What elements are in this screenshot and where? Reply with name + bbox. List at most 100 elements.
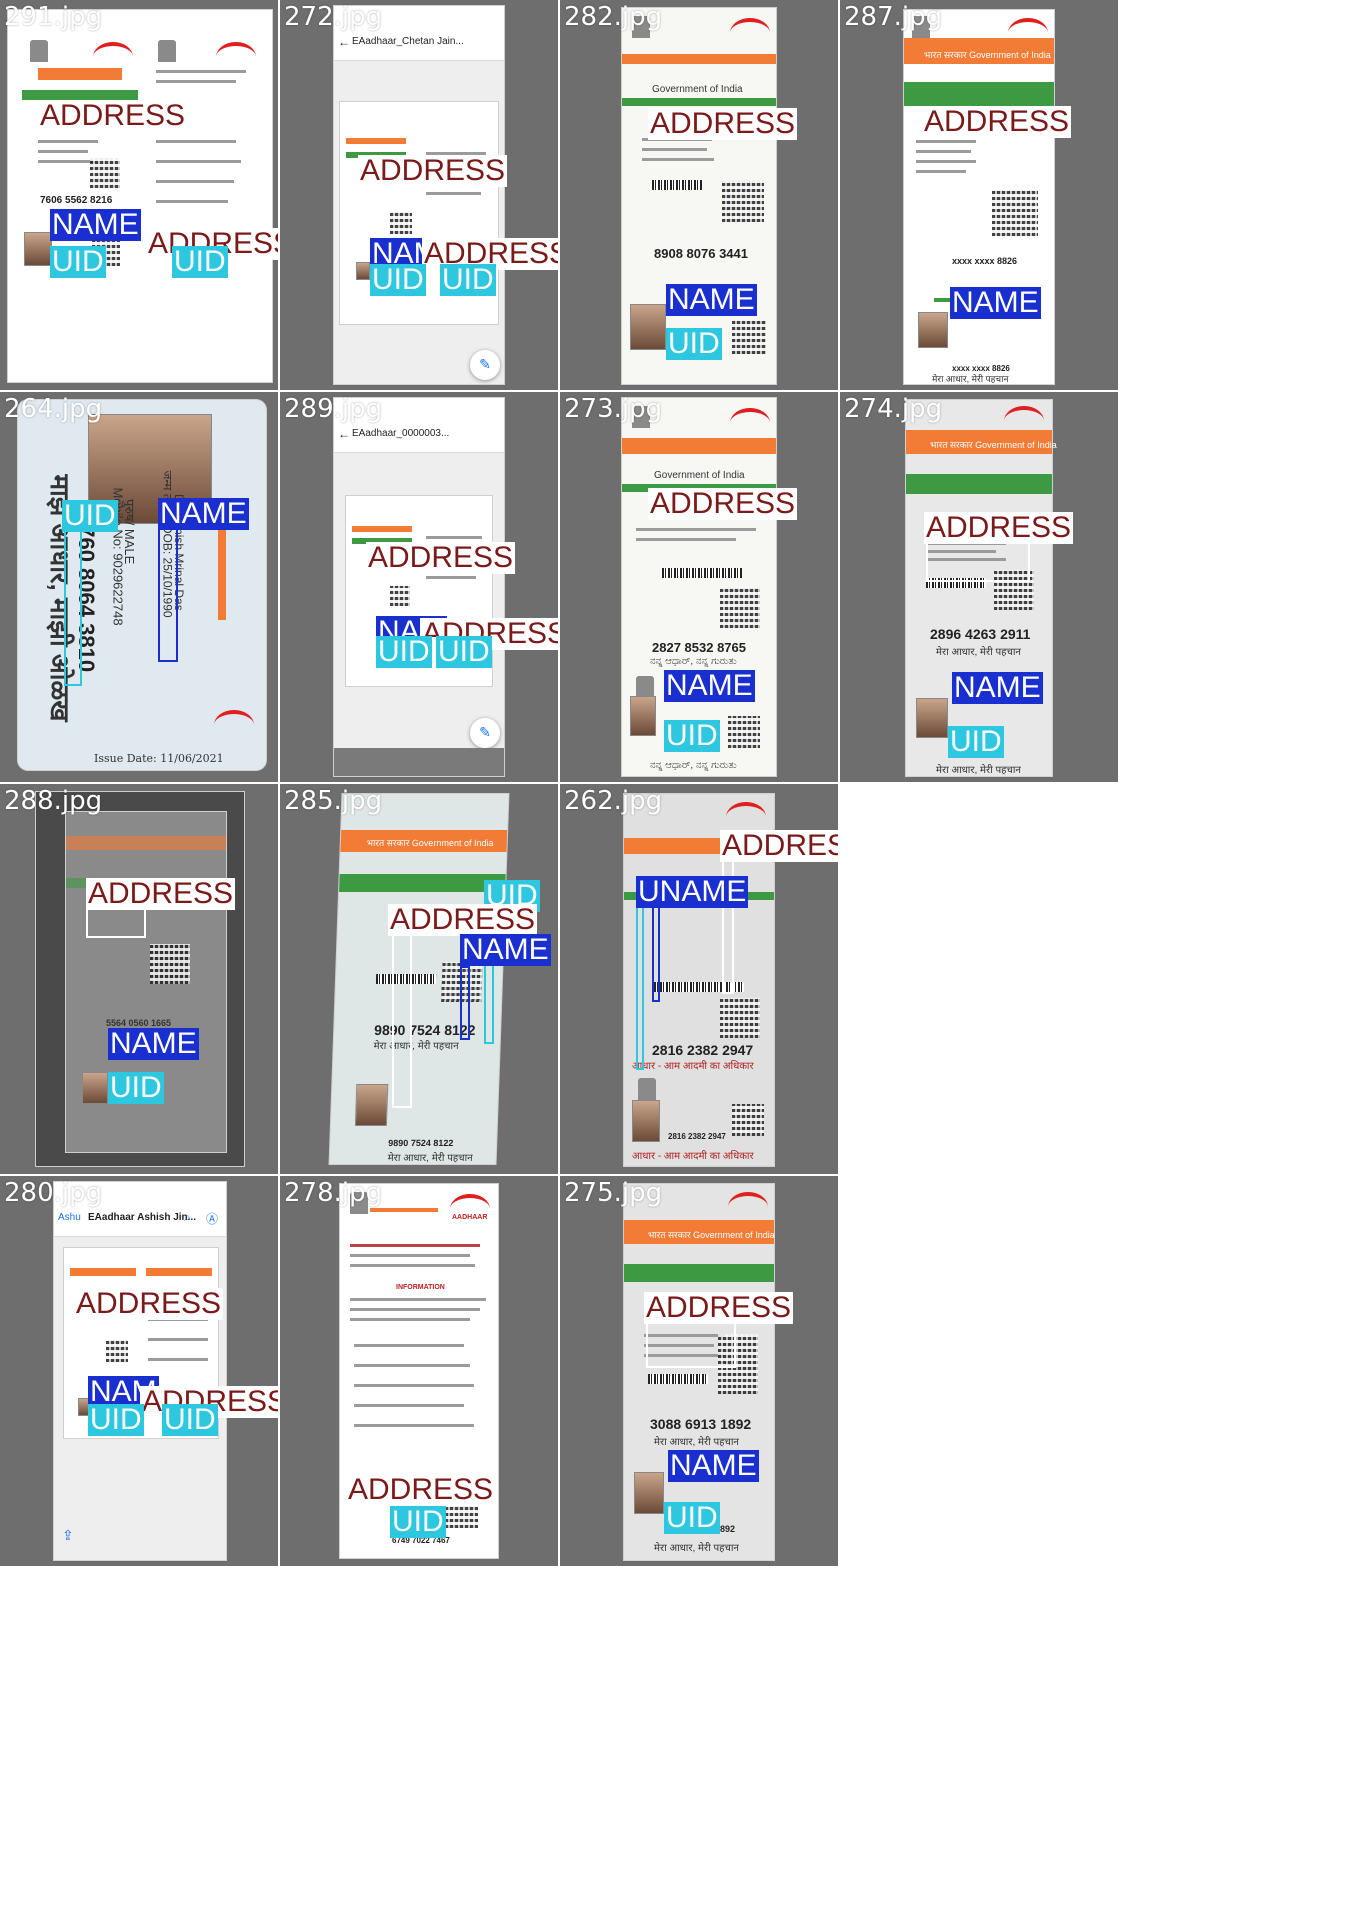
edit-fab[interactable]: ✎	[470, 350, 500, 380]
tile-264[interactable]: माझे आधार, माझी ओळख 9760 8064 3810 Mobil…	[0, 392, 278, 782]
barcode	[652, 180, 702, 190]
tile-280[interactable]: Ashu EAadhaar Ashish Jin... ⌕ Ⓐ ⇪ 280.jpg A…	[0, 1176, 278, 1566]
tile-285[interactable]: भारत सरकार Government of India 9890 7524…	[280, 784, 558, 1174]
barcode	[648, 1374, 708, 1384]
text-line	[644, 1334, 724, 1337]
text-line	[916, 170, 966, 173]
uid-label: UID	[50, 245, 106, 278]
back-icon[interactable]: ←	[338, 427, 350, 441]
name-box	[158, 528, 178, 662]
qr-code	[732, 1104, 764, 1136]
address-label: ADDRESS	[922, 105, 1072, 138]
green-band	[622, 98, 776, 106]
uid-label: UID	[162, 1403, 218, 1436]
phone-screen: ← EAadhaar_Chetan Jain... ✎	[334, 6, 504, 384]
barcode	[654, 982, 744, 992]
text-line	[350, 1318, 470, 1321]
address-label: ADDRESS	[644, 1291, 794, 1324]
share-icon[interactable]: ⇪	[62, 1528, 74, 1544]
aadhaar-logo-icon	[1008, 18, 1048, 48]
app-title: EAadhaar Ashish Jin...	[88, 1212, 196, 1223]
uid-number: 2816 2382 2947	[652, 1042, 754, 1058]
name-label: NAME	[950, 286, 1041, 319]
tile-278[interactable]: AADHAAR INFORMATION 6749 7022 7467 278.j…	[280, 1176, 558, 1566]
emblem-icon	[638, 1078, 656, 1100]
tile-274[interactable]: भारत सरकार Government of India 2896 4263…	[840, 392, 1118, 782]
gender: पुरुष/ MALE	[122, 499, 137, 565]
address-label: ADDRESS	[648, 487, 798, 520]
address-label: ADDRESS	[358, 154, 508, 187]
annotate-icon[interactable]: Ⓐ	[206, 1212, 219, 1226]
document: भारत सरकार Government of India 3088 6913…	[624, 1184, 775, 1560]
text-line	[148, 1358, 208, 1361]
saffron-band	[66, 836, 226, 850]
uid-number: 2896 4263 2911	[930, 626, 1031, 642]
uid-number: 5564 0560 1665	[106, 1018, 172, 1028]
text-line	[644, 1354, 724, 1357]
uid-label: UID	[664, 719, 720, 752]
qr-code	[994, 570, 1034, 610]
name-box	[460, 966, 470, 1040]
text-line	[156, 180, 234, 183]
aadhaar-logo-icon	[730, 18, 770, 48]
text-line	[156, 200, 228, 203]
tile-262[interactable]: Government of India 2816 2382 2947 आधार …	[560, 784, 838, 1174]
document-photo: 5564 0560 1665	[36, 792, 244, 1166]
emblem-icon	[158, 40, 176, 62]
tile-273[interactable]: Government of India 2827 8532 8765 ನನ್ನ …	[560, 392, 838, 782]
name-label: NAME	[50, 208, 141, 241]
text-line	[426, 536, 482, 539]
name-box	[652, 906, 660, 1002]
file-name: 282.jpg	[564, 2, 663, 32]
file-name: 287.jpg	[844, 2, 943, 32]
text-line	[916, 150, 971, 153]
saffron-band	[218, 520, 226, 620]
tile-291[interactable]: 7606 5562 8216 291.jpg ADDRESS NAME UID …	[0, 0, 278, 390]
saffron-band	[622, 54, 776, 64]
tile-282[interactable]: Government of India 8908 8076 3441 282.j…	[560, 0, 838, 390]
text-line	[916, 140, 976, 143]
tile-287[interactable]: भारत सरकार Government of India xxxx xxxx…	[840, 0, 1118, 390]
emblem-icon	[350, 1192, 368, 1214]
uid-label: UID	[390, 1505, 446, 1538]
uid-label: UID	[376, 635, 432, 668]
file-name: 272.jpg	[284, 2, 383, 32]
uid-number: 7606 5562 8216	[40, 195, 113, 206]
uid-number: xxxx xxxx 8826	[952, 256, 1018, 266]
file-name: 280.jpg	[4, 1178, 103, 1208]
photo	[82, 1072, 108, 1104]
tile-272[interactable]: ← EAadhaar_Chetan Jain... ✎ 272.jpg ADDRE…	[280, 0, 558, 390]
saffron-band	[70, 1268, 136, 1276]
text-line	[350, 1308, 480, 1311]
app-bar: Ashu EAadhaar Ashish Jin... ⌕ Ⓐ	[54, 1202, 226, 1237]
qr-code	[722, 180, 764, 222]
edit-fab[interactable]: ✎	[470, 718, 500, 748]
aadhaar-header: AADHAAR	[452, 1214, 488, 1221]
green-band	[22, 90, 138, 100]
text-line	[354, 1344, 464, 1347]
back-icon[interactable]: ←	[338, 35, 350, 49]
qr-code	[718, 1334, 758, 1394]
uid-label: UID	[62, 499, 118, 532]
qr-code	[720, 588, 760, 628]
document: भारत सरकार Government of India 9890 7524…	[329, 794, 509, 1164]
search-icon[interactable]: ⌕	[184, 1210, 191, 1224]
photo	[630, 304, 666, 350]
address-label: ADDRESS	[38, 99, 188, 132]
barcode	[662, 568, 742, 578]
tile-289[interactable]: ← EAadhaar_0000003... ✎ 289.jpg ADDRESS N…	[280, 392, 558, 782]
back-button[interactable]: Ashu	[58, 1212, 81, 1223]
file-name: 275.jpg	[564, 1178, 663, 1208]
text-line	[642, 148, 707, 151]
tile-275[interactable]: भारत सरकार Government of India 3088 6913…	[560, 1176, 838, 1566]
app-bar: ← EAadhaar_Chetan Jain...	[334, 26, 504, 61]
text-line	[350, 1244, 480, 1247]
address-box	[646, 1320, 736, 1368]
aadhaar-logo-icon	[726, 802, 766, 832]
text-line	[354, 1364, 470, 1367]
footer-text: आधार - आम आदमी का अधिकार	[632, 1061, 754, 1072]
address-label: ADDRESS	[366, 541, 516, 574]
name-label: UNAME	[636, 875, 749, 908]
uid-label: UID	[948, 725, 1004, 758]
tile-288[interactable]: 5564 0560 1665 288.jpg ADDRESS NAME UID	[0, 784, 278, 1174]
